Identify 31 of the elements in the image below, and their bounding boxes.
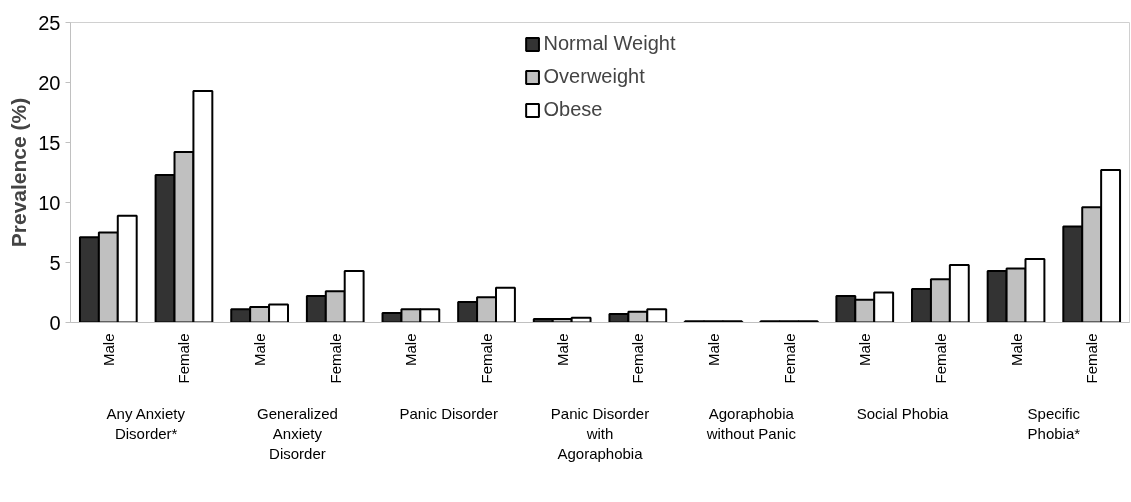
x-tick-label: Female — [478, 333, 496, 384]
x-tick-label: Male — [856, 333, 874, 367]
y-tick-label: 15 — [38, 131, 61, 154]
x-tick-label: Male — [553, 333, 571, 367]
text: Social Phobia — [856, 404, 950, 422]
x-tick-label: Male — [1007, 333, 1025, 367]
y-tick-label: 10 — [38, 191, 61, 214]
text: Generalized Anxiety Disorder — [256, 404, 338, 463]
text: Panic Disorder with Agoraphobia — [550, 404, 650, 463]
text: Agoraphobia without Panic — [705, 404, 797, 442]
x-tick-label: Male — [99, 333, 117, 367]
y-tick-label: 20 — [38, 71, 61, 94]
x-tick-label: Female — [629, 333, 647, 384]
y-axis-title: Prevalence (%) — [7, 97, 31, 248]
y-tick-label: 0 — [49, 311, 61, 334]
x-tick-label: Male — [402, 333, 420, 367]
legend-label: Normal Weight — [543, 32, 676, 55]
text: Specific Phobia* — [1027, 404, 1081, 442]
y-tick-label: 25 — [38, 11, 61, 34]
y-tick-label: 5 — [49, 251, 61, 274]
text: Panic Disorder — [399, 404, 498, 422]
x-tick-label: Male — [704, 333, 722, 367]
x-tick-label: Female — [780, 333, 798, 384]
x-tick-label: Female — [175, 333, 193, 384]
text: Any Anxiety Disorder* — [106, 404, 186, 442]
legend-label: Obese — [543, 98, 603, 121]
x-tick-label: Female — [931, 333, 949, 384]
legend-label: Overweight — [543, 65, 645, 88]
x-tick-label: Male — [251, 333, 269, 367]
x-tick-label: Female — [326, 333, 344, 384]
x-tick-label: Female — [1083, 333, 1101, 384]
